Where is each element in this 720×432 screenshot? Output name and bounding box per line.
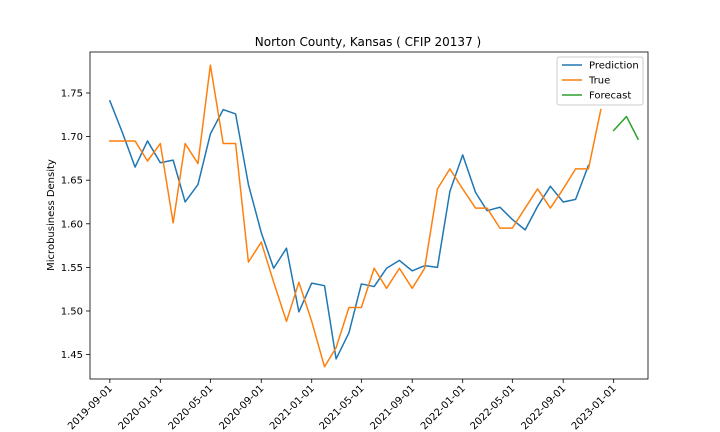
y-tick-label: 1.65	[61, 176, 83, 187]
plot-area	[89, 51, 649, 380]
legend: Prediction True Forecast	[556, 56, 644, 106]
y-axis: 1.45 1.50 1.55 1.60 1.65 1.70 1.75	[61, 88, 90, 361]
legend-label-forecast: Forecast	[589, 91, 631, 102]
y-axis-title: Microbusiness Density	[46, 159, 57, 271]
series-line-forecast	[612, 115, 640, 141]
plot-background	[90, 52, 648, 379]
y-tick-label: 1.60	[61, 219, 83, 230]
legend-box	[556, 56, 644, 106]
y-tick-label: 1.50	[61, 306, 83, 317]
y-tick-label: 1.75	[61, 88, 83, 99]
series-layer	[108, 64, 640, 368]
y-tick-label: 1.55	[61, 263, 83, 274]
chart-title: Norton County, Kansas ( CFIP 20137 )	[255, 35, 481, 49]
y-tick-label: 1.45	[61, 350, 83, 361]
series-line-true	[109, 64, 602, 368]
plot-frame	[89, 51, 649, 380]
legend-items: Prediction True Forecast	[562, 61, 639, 102]
series-line-prediction	[108, 99, 590, 360]
legend-label-prediction: Prediction	[589, 61, 639, 72]
y-tick-label: 1.70	[61, 132, 83, 143]
legend-label-true: True	[588, 76, 610, 87]
